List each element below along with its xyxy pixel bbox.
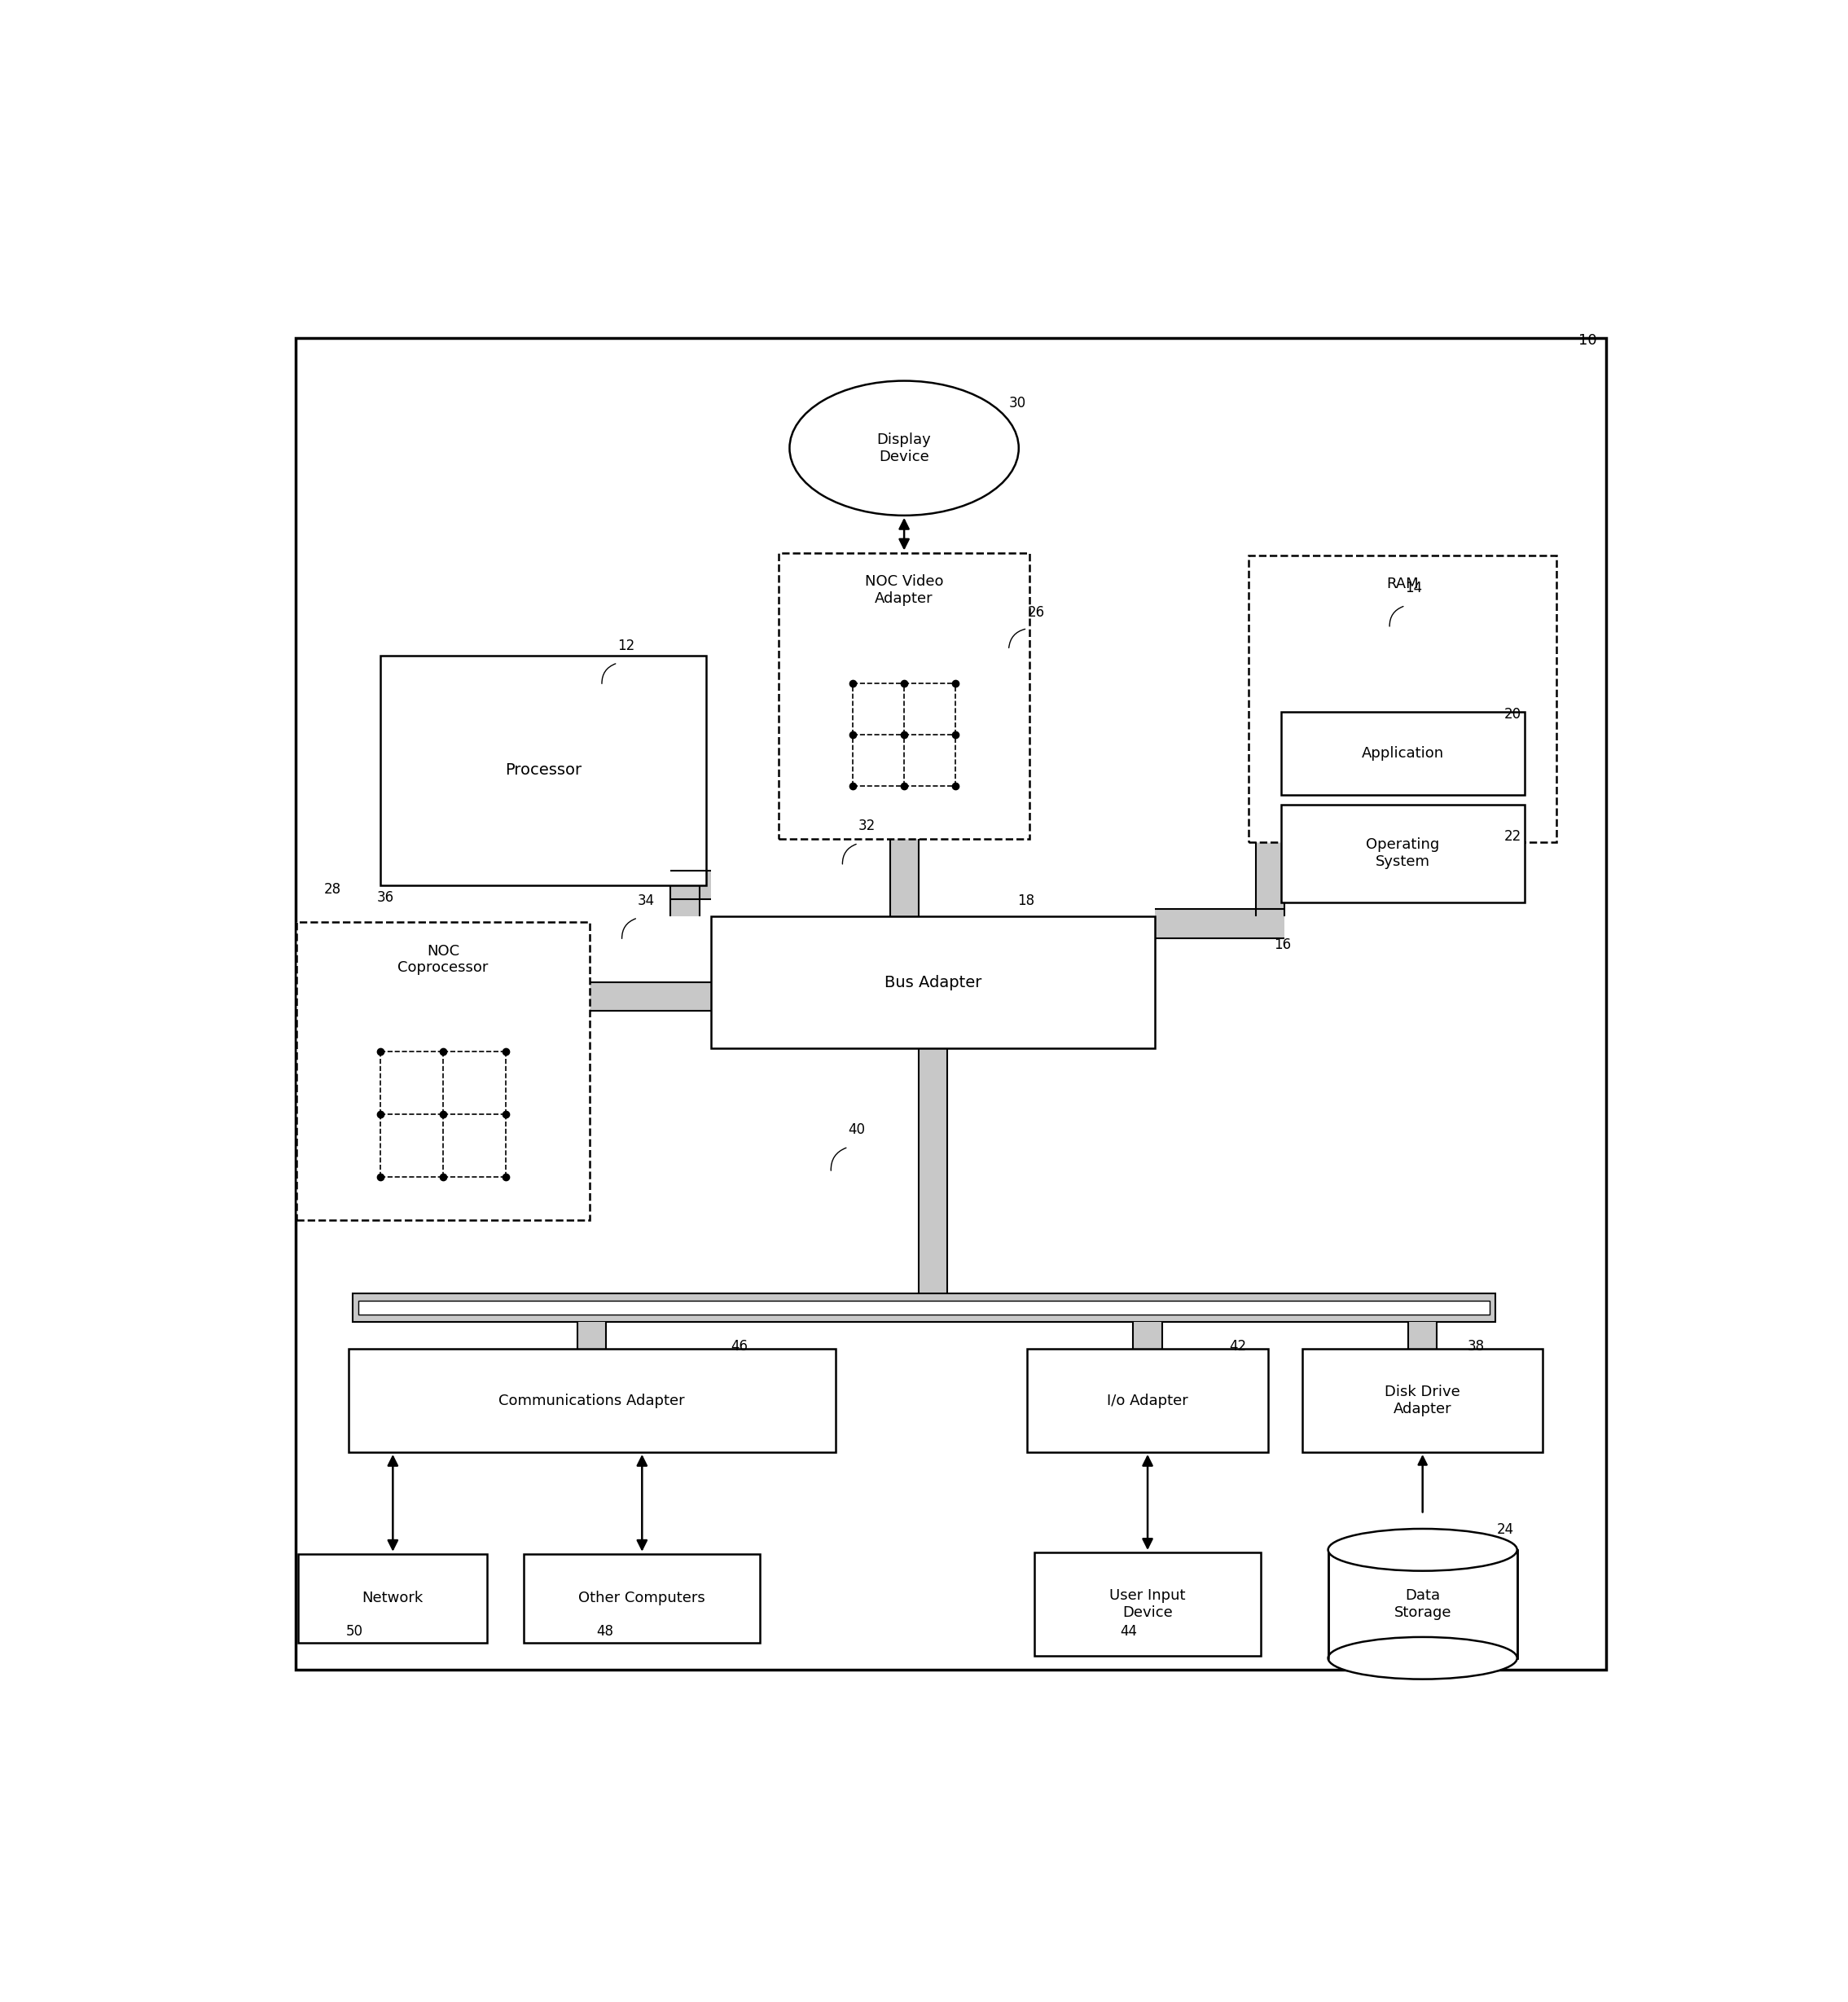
Bar bbox=[1133, 1321, 1162, 1349]
FancyBboxPatch shape bbox=[1035, 1552, 1260, 1656]
FancyBboxPatch shape bbox=[1303, 1349, 1543, 1451]
Text: Network: Network bbox=[362, 1592, 423, 1606]
Bar bbox=[671, 871, 711, 899]
Bar bbox=[590, 983, 711, 1011]
Text: 38: 38 bbox=[1467, 1339, 1484, 1353]
Text: 22: 22 bbox=[1504, 829, 1521, 843]
FancyBboxPatch shape bbox=[1249, 555, 1556, 843]
Text: Bus Adapter: Bus Adapter bbox=[883, 975, 981, 991]
Text: Display
Device: Display Device bbox=[878, 432, 931, 464]
FancyBboxPatch shape bbox=[1281, 711, 1525, 795]
Text: 28: 28 bbox=[323, 881, 342, 897]
Text: Application: Application bbox=[1362, 747, 1443, 761]
Bar bbox=[1155, 909, 1284, 939]
Bar bbox=[1329, 1550, 1517, 1658]
Ellipse shape bbox=[1329, 1638, 1517, 1680]
Text: 14: 14 bbox=[1404, 581, 1423, 597]
Text: NOC Video
Adapter: NOC Video Adapter bbox=[865, 575, 944, 607]
Bar bbox=[1408, 1321, 1438, 1349]
Bar bbox=[359, 1301, 1489, 1315]
Ellipse shape bbox=[789, 380, 1018, 515]
Text: Communications Adapter: Communications Adapter bbox=[499, 1393, 686, 1407]
Bar bbox=[578, 1321, 606, 1349]
Bar bbox=[918, 1049, 946, 1293]
Ellipse shape bbox=[1329, 1530, 1517, 1572]
FancyBboxPatch shape bbox=[349, 1349, 835, 1451]
FancyBboxPatch shape bbox=[711, 917, 1155, 1049]
Text: 40: 40 bbox=[848, 1123, 865, 1137]
Text: Disk Drive
Adapter: Disk Drive Adapter bbox=[1384, 1385, 1460, 1415]
Ellipse shape bbox=[1329, 1530, 1517, 1572]
Text: Processor: Processor bbox=[505, 763, 582, 779]
Text: 44: 44 bbox=[1120, 1624, 1138, 1638]
Bar bbox=[1257, 843, 1284, 917]
Text: Data
Storage: Data Storage bbox=[1393, 1588, 1451, 1620]
Text: 30: 30 bbox=[1009, 396, 1026, 410]
FancyBboxPatch shape bbox=[778, 553, 1029, 839]
Text: 12: 12 bbox=[617, 639, 636, 653]
Text: 18: 18 bbox=[1016, 893, 1035, 907]
Text: 24: 24 bbox=[1497, 1522, 1514, 1538]
FancyBboxPatch shape bbox=[1027, 1349, 1268, 1451]
Bar bbox=[353, 1293, 1495, 1321]
FancyBboxPatch shape bbox=[296, 923, 590, 1219]
Text: RAM: RAM bbox=[1386, 577, 1419, 593]
Text: NOC
Coprocessor: NOC Coprocessor bbox=[397, 943, 488, 975]
Text: I/o Adapter: I/o Adapter bbox=[1107, 1393, 1188, 1407]
Text: 42: 42 bbox=[1229, 1339, 1246, 1353]
FancyBboxPatch shape bbox=[1281, 805, 1525, 903]
Text: 34: 34 bbox=[638, 893, 654, 907]
Text: Operating
System: Operating System bbox=[1366, 837, 1440, 869]
FancyBboxPatch shape bbox=[381, 657, 706, 885]
Text: 26: 26 bbox=[1027, 605, 1044, 621]
Text: 20: 20 bbox=[1504, 707, 1521, 721]
Text: 46: 46 bbox=[730, 1339, 748, 1353]
Text: 10: 10 bbox=[1578, 332, 1597, 348]
Text: Other Computers: Other Computers bbox=[578, 1592, 706, 1606]
Text: 50: 50 bbox=[346, 1624, 362, 1638]
Bar bbox=[671, 885, 699, 917]
Bar bbox=[891, 839, 918, 917]
FancyBboxPatch shape bbox=[296, 338, 1606, 1670]
FancyBboxPatch shape bbox=[298, 1554, 488, 1642]
Text: 32: 32 bbox=[857, 819, 876, 833]
Text: User Input
Device: User Input Device bbox=[1109, 1588, 1186, 1620]
Text: 16: 16 bbox=[1273, 937, 1292, 953]
FancyBboxPatch shape bbox=[523, 1554, 760, 1642]
Text: 36: 36 bbox=[377, 891, 394, 905]
Text: 48: 48 bbox=[597, 1624, 614, 1638]
